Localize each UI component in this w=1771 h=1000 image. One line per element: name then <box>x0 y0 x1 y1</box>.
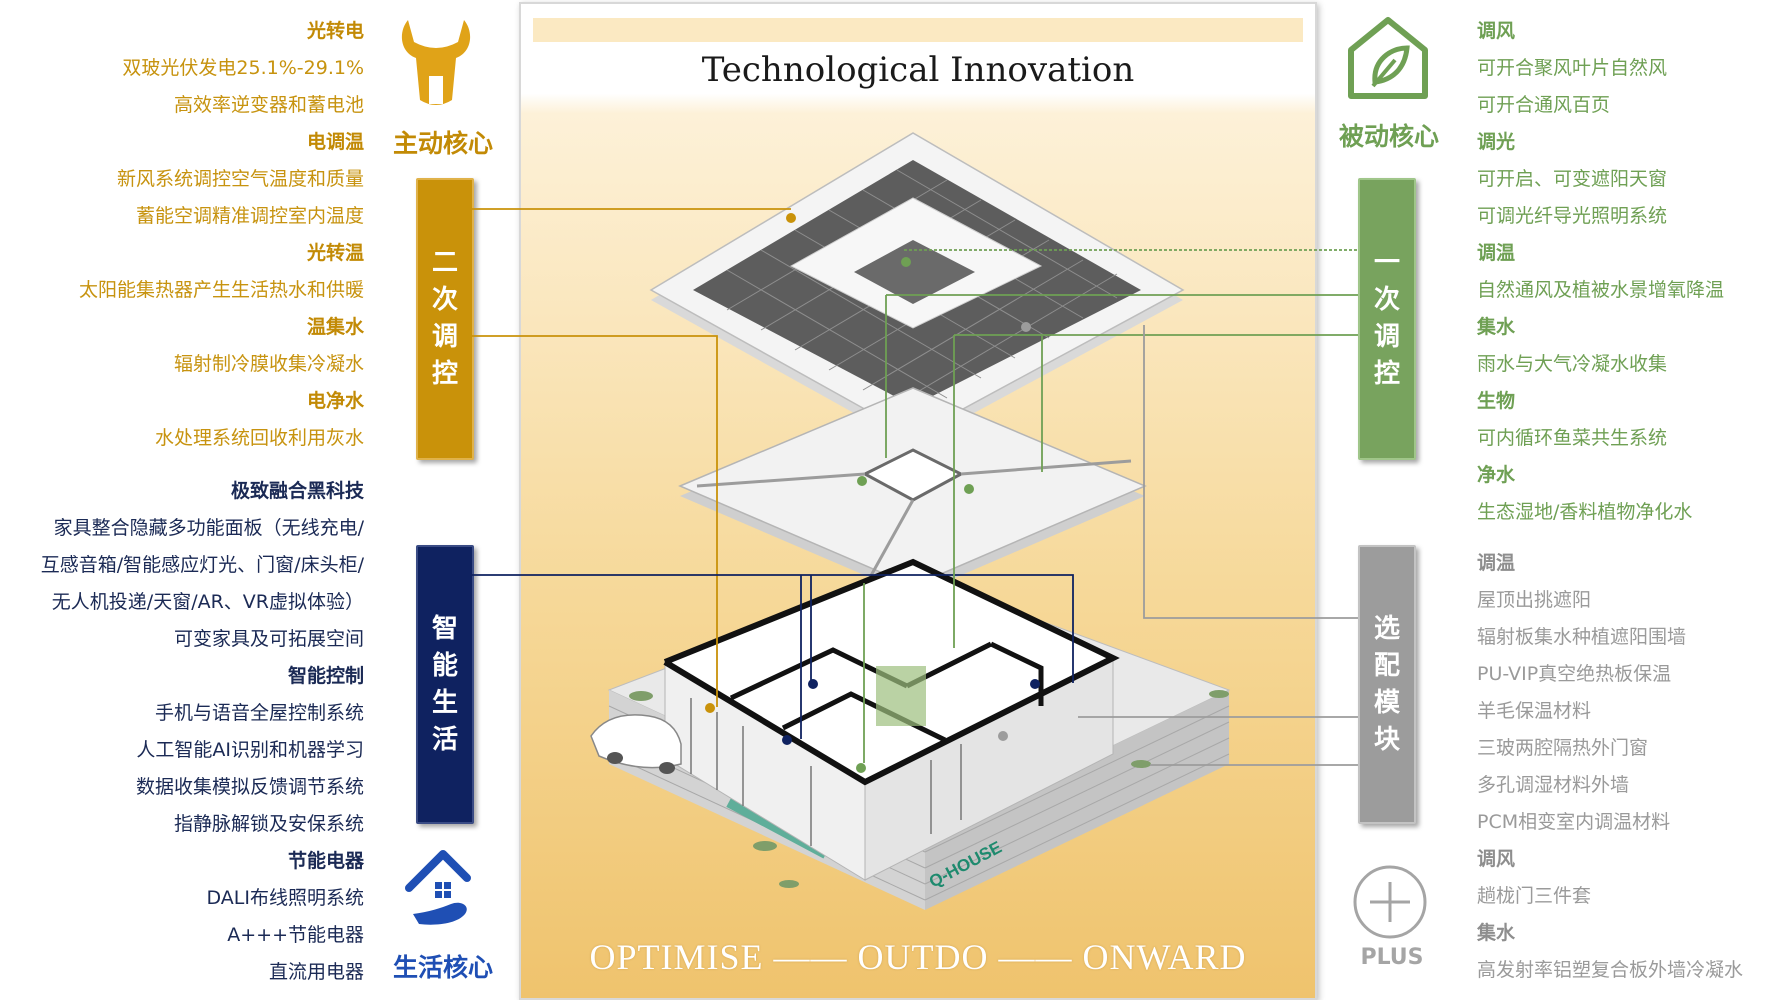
feature-item: 可内循环鱼菜共生系统 <box>1477 427 1668 449</box>
bar-character: 模 <box>1373 687 1400 718</box>
life-core-label: 生活核心 <box>393 953 494 982</box>
wrench-icon <box>401 20 471 105</box>
feature-item: 三玻两腔隔热外门窗 <box>1477 737 1649 759</box>
feature-heading: 电调温 <box>306 131 364 153</box>
feature-heading: 集水 <box>1477 316 1516 338</box>
feature-item: 趟栊门三件套 <box>1477 885 1592 907</box>
feature-item: DALI布线照明系统 <box>206 887 364 909</box>
feature-item: 家具整合隐藏多功能面板（无线充电/ <box>53 517 364 539</box>
feature-heading: 节能电器 <box>287 850 364 872</box>
feature-item: 羊毛保温材料 <box>1477 700 1592 722</box>
feature-item: 高发射率铝塑复合板外墙冷凝水 <box>1477 959 1744 981</box>
indoor-plants <box>876 666 926 726</box>
bar-character: 选 <box>1373 613 1400 644</box>
panel-footer-slogan: OPTIMISE —— OUTDO —— ONWARD <box>589 937 1247 977</box>
bar-character: 控 <box>1373 359 1400 389</box>
feature-item: 可开合聚风叶片自然风 <box>1477 57 1668 79</box>
feature-item: 屋顶出挑遮阳 <box>1477 589 1592 611</box>
feature-item: A+++节能电器 <box>227 924 364 946</box>
feature-item: 指静脉解锁及安保系统 <box>173 813 364 835</box>
feature-heading: 智能控制 <box>287 665 364 687</box>
feature-heading: 极致融合黑科技 <box>230 480 364 502</box>
bar-character: 调 <box>1373 322 1400 352</box>
technological-innovation-panel: Technological Innovation <box>519 2 1317 1000</box>
passive-core-label: 被动核心 <box>1339 122 1440 151</box>
feature-item: 太阳能集热器产生生活热水和供暖 <box>78 279 364 301</box>
feature-item: PCM相变室内调温材料 <box>1477 811 1671 833</box>
feature-item: 直流用电器 <box>268 961 364 983</box>
bar-character: 次 <box>1373 285 1400 315</box>
bar-character: 一 <box>1373 248 1400 278</box>
bar-character: 块 <box>1373 724 1400 755</box>
primary-control-bar: 一次调控 <box>1358 178 1416 460</box>
feature-heading: 光转温 <box>306 242 364 264</box>
home-care-icon <box>405 850 471 925</box>
bar-character: 活 <box>431 724 458 755</box>
bar-character: 二 <box>431 248 458 278</box>
feature-heading: 调温 <box>1477 242 1516 264</box>
optional-module-bar: 选配模块 <box>1358 545 1416 824</box>
feature-item: 数据收集模拟反馈调节系统 <box>135 776 364 798</box>
secondary-control-bar: 二次调控 <box>416 178 474 460</box>
car <box>590 714 682 769</box>
feature-item: 多孔调湿材料外墙 <box>1477 774 1630 796</box>
bar-character: 配 <box>1373 650 1400 681</box>
feature-item: 互感音箱/智能感应灯光、门窗/床头柜/ <box>40 554 364 576</box>
feature-item: 无人机投递/天窗/AR、VR虚拟体验） <box>51 591 364 613</box>
feature-item: 辐射板集水种植遮阳围墙 <box>1477 626 1687 648</box>
feature-item: 可开合通风百页 <box>1477 94 1611 116</box>
feature-item: 手机与语音全屋控制系统 <box>154 702 364 724</box>
feature-item: 生态湿地/香料植物净化水 <box>1477 501 1693 523</box>
eco-house-icon <box>1348 17 1428 99</box>
panel-top-strip <box>533 18 1303 42</box>
bar-character: 能 <box>431 650 458 681</box>
feature-heading: 净水 <box>1477 464 1516 486</box>
water-channel <box>726 798 829 859</box>
feature-heading: 生物 <box>1477 390 1516 412</box>
smart-living-bar: 智能生活 <box>416 545 474 824</box>
feature-item: PU-VIP真空绝热板保温 <box>1477 663 1672 685</box>
exploded-house-diagram: Q-HOUSE <box>590 132 1231 910</box>
feature-item: 人工智能AI识别和机器学习 <box>136 739 364 761</box>
feature-heading: 集水 <box>1477 922 1516 944</box>
feature-item: 雨水与大气冷凝水收集 <box>1477 353 1668 375</box>
feature-item: 双玻光伏发电25.1%-29.1% <box>122 57 364 79</box>
feature-item: 辐射制冷膜收集冷凝水 <box>173 353 364 375</box>
feature-item: 可变家具及可拓展空间 <box>173 628 364 650</box>
bar-character: 次 <box>431 285 458 315</box>
feature-heading: 光转电 <box>306 20 364 42</box>
feature-heading: 电净水 <box>306 390 364 412</box>
active-core-label: 主动核心 <box>393 129 494 158</box>
feature-heading: 温集水 <box>306 316 364 338</box>
feature-item: 新风系统调控空气温度和质量 <box>116 168 364 190</box>
feature-heading: 调光 <box>1477 131 1516 153</box>
feature-item: 可开启、可变遮阳天窗 <box>1477 168 1668 190</box>
feature-item: 水处理系统回收利用灰水 <box>154 427 364 449</box>
bar-character: 控 <box>431 359 458 389</box>
skylight-glass <box>854 240 975 304</box>
feature-item: 可调光纤导光照明系统 <box>1477 205 1668 227</box>
bar-character: 智 <box>431 613 458 644</box>
feature-heading: 调风 <box>1477 20 1516 42</box>
feature-item: 自然通风及植被水景增氧降温 <box>1477 279 1725 301</box>
panel-title: Technological Innovation <box>701 50 1135 90</box>
feature-heading: 调风 <box>1477 848 1516 870</box>
plus-circle-icon <box>1353 865 1427 939</box>
feature-item: 蓄能空调精准调控室内温度 <box>135 205 364 227</box>
plus-label: PLUS <box>1360 945 1424 970</box>
feature-item: 高效率逆变器和蓄电池 <box>173 94 364 116</box>
feature-heading: 调温 <box>1477 552 1516 574</box>
bar-character: 生 <box>431 687 458 718</box>
bar-character: 调 <box>431 322 458 352</box>
